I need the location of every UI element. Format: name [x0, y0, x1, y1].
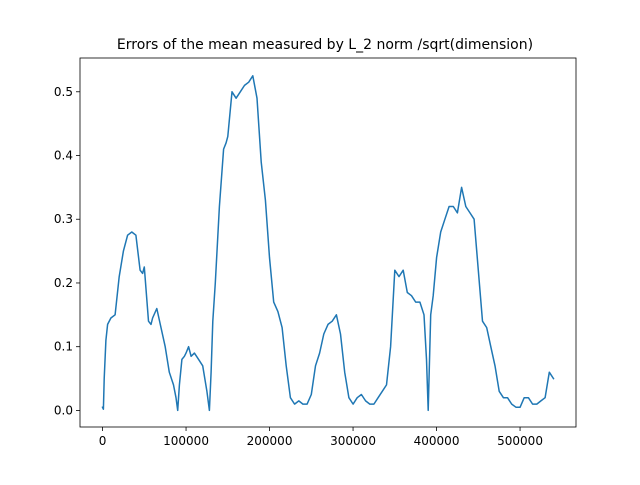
y-tick-label: 0.0	[54, 403, 73, 417]
y-tick-label: 0.2	[54, 276, 73, 290]
y-tick-label: 0.3	[54, 212, 73, 226]
chart-title: Errors of the mean measured by L_2 norm …	[117, 37, 533, 53]
plot-frame	[79, 57, 577, 428]
x-tick-label: 500000	[497, 434, 543, 448]
x-tick-label: 100000	[163, 434, 209, 448]
series-layer	[101, 75, 555, 412]
x-tick-label: 400000	[414, 434, 460, 448]
axes-layer: 0 100000 200000 300000 400000 500000 0.0 0.1 0.2…	[54, 57, 577, 448]
series-line	[101, 75, 555, 412]
y-tick-label: 0.1	[54, 340, 73, 354]
x-tick-label: 300000	[330, 434, 376, 448]
x-tick-label: 200000	[247, 434, 293, 448]
y-tick-label: 0.4	[54, 149, 73, 163]
y-tick-label: 0.5	[54, 85, 73, 99]
x-tick-label: 0	[99, 434, 107, 448]
